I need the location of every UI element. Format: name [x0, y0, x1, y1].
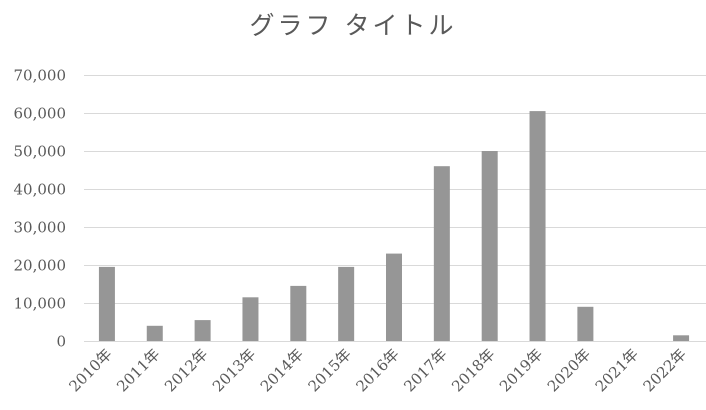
- bar: [433, 166, 450, 341]
- y-tick-label: 70,000: [14, 67, 67, 85]
- x-tick-label: 2020年: [544, 345, 594, 395]
- bar: [338, 266, 355, 341]
- bars: [98, 111, 690, 341]
- chart-title: グラフ タイトル: [249, 11, 457, 40]
- x-axis-ticks: 2010年2011年2012年2013年2014年2015年2016年2017年…: [65, 345, 689, 395]
- x-tick-label: 2021年: [592, 345, 642, 395]
- bar: [673, 335, 690, 341]
- bar: [146, 325, 163, 341]
- y-tick-label: 40,000: [14, 181, 67, 199]
- y-tick-label: 0: [56, 333, 66, 351]
- bar: [577, 306, 594, 341]
- x-tick-label: 2013年: [209, 345, 259, 395]
- x-tick-label: 2012年: [161, 345, 211, 395]
- bar: [529, 111, 546, 341]
- bar: [386, 253, 402, 341]
- x-tick-label: 2019年: [496, 345, 546, 395]
- bar: [290, 285, 307, 341]
- y-tick-label: 20,000: [14, 257, 67, 275]
- y-tick-label: 50,000: [14, 143, 67, 161]
- x-tick-label: 2015年: [305, 345, 355, 395]
- y-axis-ticks: 0 10,000 20,000 30,000 40,000 50,000 60,000 70,…: [14, 67, 67, 351]
- bar: [98, 266, 115, 341]
- x-tick-label: 2011年: [113, 345, 163, 395]
- y-tick-label: 60,000: [14, 105, 67, 123]
- bar: [194, 320, 211, 341]
- bar: [481, 151, 498, 341]
- x-tick-label: 2018年: [448, 345, 498, 395]
- x-tick-label: 2014年: [257, 345, 307, 395]
- x-tick-label: 2010年: [65, 345, 115, 395]
- x-tick-label: 2016年: [352, 345, 402, 395]
- x-tick-label: 2022年: [640, 345, 690, 395]
- y-tick-label: 30,000: [14, 219, 67, 237]
- bar: [242, 297, 259, 341]
- y-tick-label: 10,000: [14, 295, 67, 313]
- x-tick-label: 2017年: [400, 345, 450, 395]
